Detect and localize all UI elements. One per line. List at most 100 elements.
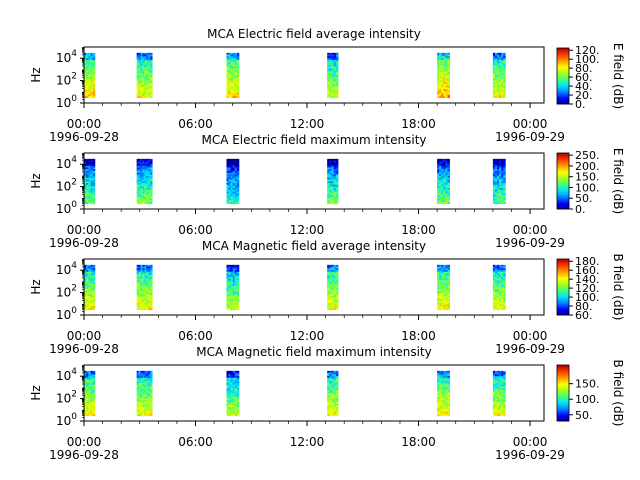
- colorbar-label: B field (dB): [611, 254, 625, 321]
- y-tick-label: 100: [56, 200, 77, 216]
- panel-1: MCA Electric field average intensity 104 1…: [29, 27, 625, 144]
- colorbar-tick-label: 100.: [575, 53, 600, 66]
- x-tick-label: 12:00: [290, 223, 325, 237]
- y-tick-label: 100: [56, 412, 77, 428]
- data-segment: [136, 264, 153, 311]
- data-segment: [136, 158, 153, 205]
- y-tick-label: 104: [56, 49, 77, 65]
- axes-frame: [83, 46, 545, 104]
- data-segment: [492, 158, 506, 205]
- y-tick-label: 100: [56, 306, 77, 322]
- panel-2: MCA Electric field maximum intensity 104 1…: [29, 133, 625, 250]
- data-segment: [327, 158, 339, 205]
- data-segment: [226, 264, 240, 311]
- data-segment: [226, 158, 240, 205]
- data-segment: [492, 52, 506, 99]
- colorbar-label: E field (dB): [611, 148, 625, 214]
- colorbar-tick-label: 150.: [575, 171, 600, 184]
- colorbar-label: E field (dB): [611, 43, 625, 109]
- colorbar-tick-label: 20.: [575, 89, 593, 102]
- colorbar-tick-label: 80.: [575, 300, 593, 313]
- x-tick-label: 12:00: [290, 435, 325, 449]
- panel-4: MCA Magnetic field maximum intensity 104 1…: [29, 345, 625, 462]
- x-tick-label: 00:00: [67, 223, 102, 237]
- x-tick-label: 18:00: [401, 223, 436, 237]
- x-tick-label: 06:00: [178, 117, 213, 131]
- colorbar-tick-label: 100.: [575, 291, 600, 304]
- data-segment: [136, 52, 153, 99]
- data-segment: [327, 52, 339, 99]
- y-axis-label: Hz: [29, 385, 43, 400]
- x-tick-label: 18:00: [401, 117, 436, 131]
- x-date-label: 1996-09-29: [495, 342, 565, 356]
- x-date-label: 1996-09-29: [495, 236, 565, 250]
- x-tick-label: 00:00: [513, 223, 548, 237]
- panel-title: MCA Electric field maximum intensity: [201, 133, 426, 147]
- data-segment: [84, 264, 96, 311]
- y-tick-label: 104: [56, 367, 77, 383]
- x-tick-label: 00:00: [513, 117, 548, 131]
- data-segment: [226, 52, 240, 99]
- axes-frame: [83, 364, 545, 422]
- colorbar-tick-label: 120.: [575, 282, 600, 295]
- x-tick-label: 06:00: [178, 435, 213, 449]
- x-date-label: 1996-09-28: [49, 448, 119, 462]
- colorbar-tick-label: 80.: [575, 62, 593, 75]
- data-segment: [437, 158, 450, 205]
- x-tick-label: 06:00: [178, 329, 213, 343]
- colorbar-tick-label: 0.: [575, 98, 586, 111]
- x-tick-label: 12:00: [290, 329, 325, 343]
- colorbar-tick-label: 120.: [575, 44, 600, 57]
- x-date-label: 1996-09-29: [495, 130, 565, 144]
- colorbar-tick-label: 40.: [575, 80, 593, 93]
- colorbar: 150. 100. 50. B field (dB): [556, 360, 625, 427]
- x-tick-label: 12:00: [290, 117, 325, 131]
- data-segment: [492, 264, 506, 311]
- data-segment: [327, 370, 339, 417]
- data-segment: [136, 370, 153, 417]
- panel-title: MCA Magnetic field maximum intensity: [196, 345, 432, 359]
- y-tick-label: 100: [56, 94, 77, 110]
- x-date-label: 1996-09-29: [495, 448, 565, 462]
- panel-title: MCA Magnetic field average intensity: [202, 239, 426, 253]
- data-segment: [84, 370, 96, 417]
- y-tick-label: 104: [56, 261, 77, 277]
- colorbar-tick-label: 200.: [575, 160, 600, 173]
- y-tick-label: 102: [56, 284, 77, 300]
- colorbar-tick-label: 140.: [575, 273, 600, 286]
- x-tick-label: 18:00: [401, 435, 436, 449]
- colorbar-label: B field (dB): [611, 360, 625, 427]
- y-axis-label: Hz: [29, 279, 43, 294]
- y-tick-label: 102: [56, 178, 77, 194]
- data-segment: [492, 370, 506, 417]
- colorbar-tick-label: 60.: [575, 309, 593, 322]
- data-segment: [84, 158, 96, 205]
- data-segment: [84, 52, 96, 99]
- data-segment: [327, 264, 339, 311]
- y-tick-label: 102: [56, 390, 77, 406]
- colorbar-tick-label: 250.: [575, 149, 600, 162]
- x-tick-label: 00:00: [513, 435, 548, 449]
- x-date-label: 1996-09-28: [49, 236, 119, 250]
- x-date-label: 1996-09-28: [49, 342, 119, 356]
- x-tick-label: 06:00: [178, 223, 213, 237]
- colorbar-tick-label: 160.: [575, 264, 600, 277]
- panel-3: MCA Magnetic field average intensity 104 1…: [29, 239, 625, 356]
- x-tick-label: 00:00: [67, 117, 102, 131]
- colorbar-tick-label: 0.: [575, 203, 586, 216]
- colorbar-tick-label: 100.: [575, 181, 600, 194]
- colorbar-tick-label: 50.: [575, 409, 593, 422]
- data-segment: [226, 370, 240, 417]
- y-axis-label: Hz: [29, 67, 43, 82]
- axes-frame: [83, 152, 545, 210]
- colorbar-tick-label: 150.: [575, 378, 600, 391]
- x-date-label: 1996-09-28: [49, 130, 119, 144]
- x-tick-label: 18:00: [401, 329, 436, 343]
- colorbar-tick-label: 100.: [575, 393, 600, 406]
- y-axis-label: Hz: [29, 173, 43, 188]
- colorbar: 250.200.150.100.50.0. E field (dB): [556, 148, 625, 216]
- colorbar-tick-label: 50.: [575, 192, 593, 205]
- x-tick-label: 00:00: [67, 435, 102, 449]
- colorbar-tick-label: 60.: [575, 71, 593, 84]
